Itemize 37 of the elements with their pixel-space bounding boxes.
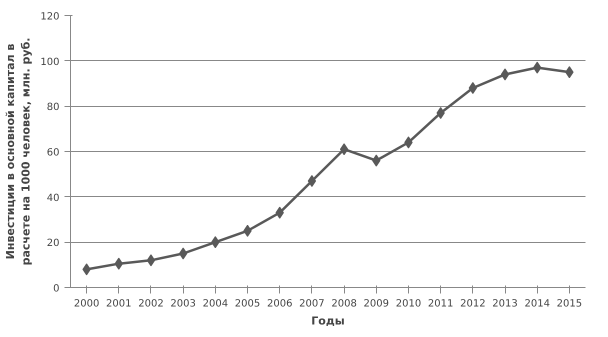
y-tick-label: 120 [40, 12, 60, 22]
x-tick-label: 2007 [299, 298, 325, 310]
x-tick-label: 2015 [556, 298, 582, 310]
point [308, 174, 316, 187]
point [468, 82, 478, 94]
x-tick-label: 2008 [331, 298, 357, 310]
y-tick-label: 0 [53, 284, 60, 294]
x-tick-label: 2010 [396, 298, 422, 310]
point [178, 248, 188, 260]
x-tick-label: 2002 [138, 298, 164, 310]
x-tick-label: 2005 [234, 298, 260, 310]
point [146, 254, 156, 266]
x-tick-label: 2004 [202, 298, 228, 310]
x-tick-label: 2012 [460, 298, 486, 310]
x-tick-label: 2009 [364, 298, 390, 310]
x-tick-label: 2003 [170, 298, 196, 310]
y-tick-label: 80 [46, 102, 60, 114]
point [500, 68, 510, 80]
y-tick-label: 60 [46, 148, 60, 158]
y-axis-title: Инвестиции в основной капитал в расчете на 1000 человек, млн. руб. [4, 38, 32, 266]
x-tick-label: 2001 [106, 298, 132, 310]
point [565, 66, 574, 78]
x-tick-label: 2014 [524, 298, 550, 310]
y-tick-label: 100 [40, 56, 60, 68]
point [404, 136, 413, 148]
x-axis-title: Годы [311, 314, 345, 328]
x-tick-label: 2006 [266, 298, 292, 310]
y-tick-label: 40 [46, 192, 60, 204]
point [243, 224, 252, 237]
x-tick-label: 2000 [74, 298, 100, 310]
x-tick-label: 2013 [492, 298, 518, 310]
point [82, 263, 91, 276]
y-tick-label: 20 [46, 238, 60, 250]
point [340, 143, 348, 156]
x-tick-label: 2011 [428, 298, 454, 310]
point [211, 236, 220, 248]
point [436, 106, 445, 119]
